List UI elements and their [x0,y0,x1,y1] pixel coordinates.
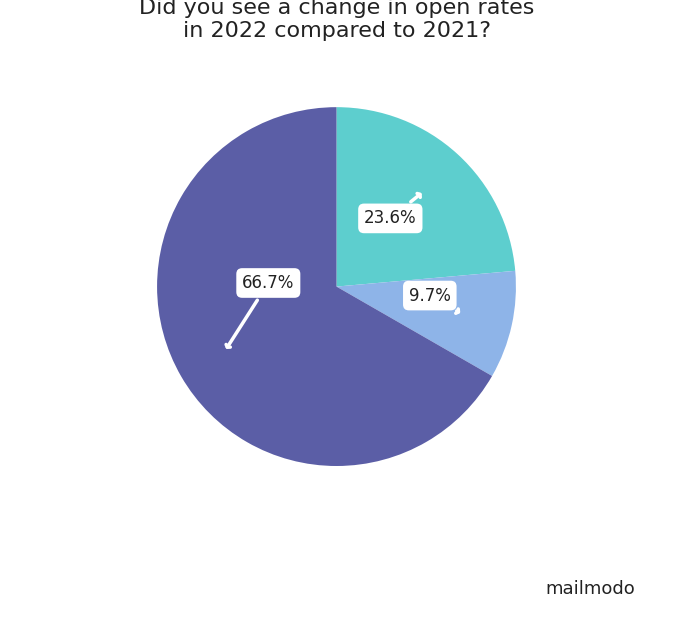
Wedge shape [157,107,492,466]
Text: 23.6%: 23.6% [364,194,420,227]
Text: mailmodo: mailmodo [545,580,635,597]
Wedge shape [336,271,516,376]
Wedge shape [336,107,516,287]
FancyBboxPatch shape [494,583,503,608]
Text: 66.7%: 66.7% [226,274,295,347]
Text: 9.7%: 9.7% [409,287,458,313]
FancyBboxPatch shape [504,578,512,612]
Title: Did you see a change in open rates
in 2022 compared to 2021?: Did you see a change in open rates in 20… [139,0,534,41]
FancyBboxPatch shape [513,583,522,604]
